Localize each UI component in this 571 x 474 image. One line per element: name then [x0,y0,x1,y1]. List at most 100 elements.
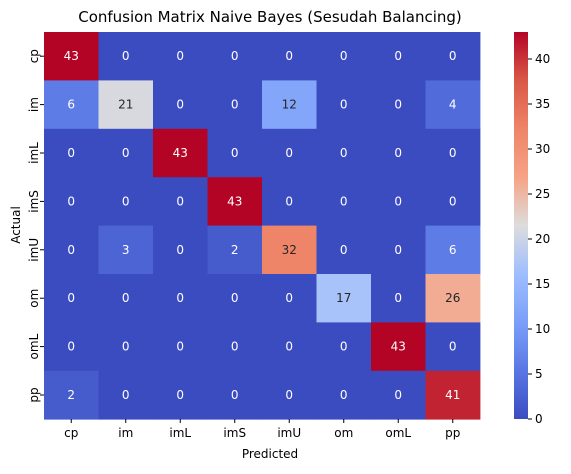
cell-label: 0 [67,340,75,354]
cell-cp-cp [44,32,99,81]
cell-cp-imU [262,32,317,81]
x-tick-label: cp [64,426,78,440]
cell-omL-cp [44,322,99,372]
colorbar-tick-label: 5 [535,367,543,381]
cell-om-im [98,274,154,323]
cell-label: 0 [285,49,293,63]
cell-label: 0 [340,194,348,208]
cell-pp-imL [153,370,208,420]
cell-omL-pp [425,322,481,372]
cell-label: 0 [231,146,239,160]
y-tick-label: imL [27,142,41,164]
y-tick-labels: cp im imL imS imU om omL pp [27,49,44,403]
cell-im-imL [153,80,208,130]
cell-cp-om [316,32,372,81]
chart-title: Confusion Matrix Naive Bayes (Sesudah Ba… [78,8,462,26]
colorbar-tick-label: 15 [535,277,550,291]
cell-label: 0 [394,49,402,63]
cell-omL-omL [371,322,426,372]
cell-label: 0 [285,291,293,305]
cell-label: 0 [394,291,402,305]
cell-pp-pp [425,370,481,420]
cell-omL-om [316,322,372,372]
cell-imS-imU [262,177,317,226]
cell-pp-om [316,370,372,420]
cell-label: 43 [391,340,406,354]
cell-om-imS [207,274,263,323]
cell-label: 0 [340,243,348,257]
cell-pp-omL [371,370,426,420]
cell-label: 0 [122,388,130,402]
cell-label: 0 [285,194,293,208]
y-tick-label: om [27,289,41,308]
colorbar-tick-label: 35 [535,97,550,111]
cell-om-omL [371,274,426,323]
x-tick-label: imU [277,426,301,440]
colorbar-tick-label: 30 [535,142,550,156]
cell-label: 6 [449,243,457,257]
x-tick-label: imS [223,426,246,440]
cell-im-omL [371,80,426,130]
cell-imL-om [316,128,372,178]
cell-omL-imU [262,322,317,372]
cell-label: 0 [340,146,348,160]
cell-label: 17 [336,291,351,305]
cell-label: 0 [67,291,75,305]
colorbar-tick-label: 25 [535,187,550,201]
cell-im-pp [425,80,481,130]
cell-label: 0 [394,388,402,402]
cell-im-imS [207,80,263,130]
cell-label: 0 [67,194,75,208]
y-tick-label: imU [27,238,41,262]
colorbar-tick-label: 0 [535,412,543,426]
cell-label: 0 [231,49,239,63]
cell-imS-imL [153,177,208,226]
cell-imU-imL [153,225,208,275]
cell-label: 0 [122,340,130,354]
cell-omL-im [98,322,154,372]
cell-label: 0 [176,291,184,305]
x-axis-label: Predicted [242,447,298,461]
cell-imL-pp [425,128,481,178]
cell-label: 0 [285,146,293,160]
cell-label: 0 [394,194,402,208]
cell-label: 0 [67,243,75,257]
x-tick-label: pp [445,426,460,440]
x-tick-label: omL [385,426,411,440]
cell-label: 0 [231,340,239,354]
cell-label: 0 [449,49,457,63]
cell-imS-om [316,177,372,226]
cell-pp-imU [262,370,317,420]
cell-label: 0 [394,98,402,112]
x-tick-label: imL [169,426,191,440]
cell-om-imU [262,274,317,323]
cell-label: 0 [394,243,402,257]
cell-om-cp [44,274,99,323]
cell-imU-im [98,225,154,275]
cell-omL-imS [207,322,263,372]
cell-imL-im [98,128,154,178]
cell-imL-imS [207,128,263,178]
cell-imL-omL [371,128,426,178]
cell-cp-imL [153,32,208,81]
cell-label: 32 [282,243,297,257]
cell-label: 0 [122,49,130,63]
cell-label: 0 [340,388,348,402]
cell-im-imU [262,80,317,130]
cell-label: 41 [445,388,460,402]
y-tick-label: omL [27,333,41,359]
cell-label: 0 [176,194,184,208]
cell-label: 43 [64,49,79,63]
y-tick-label: cp [27,49,41,63]
cell-imU-pp [425,225,481,275]
y-tick-label: imS [27,190,41,213]
cell-label: 43 [173,146,188,160]
cell-im-cp [44,80,99,130]
cell-label: 0 [176,243,184,257]
colorbar-tick-label: 20 [535,232,550,246]
y-axis-label: Actual [9,206,23,244]
cell-label: 0 [231,98,239,112]
cell-label: 0 [449,194,457,208]
cell-omL-imL [153,322,208,372]
